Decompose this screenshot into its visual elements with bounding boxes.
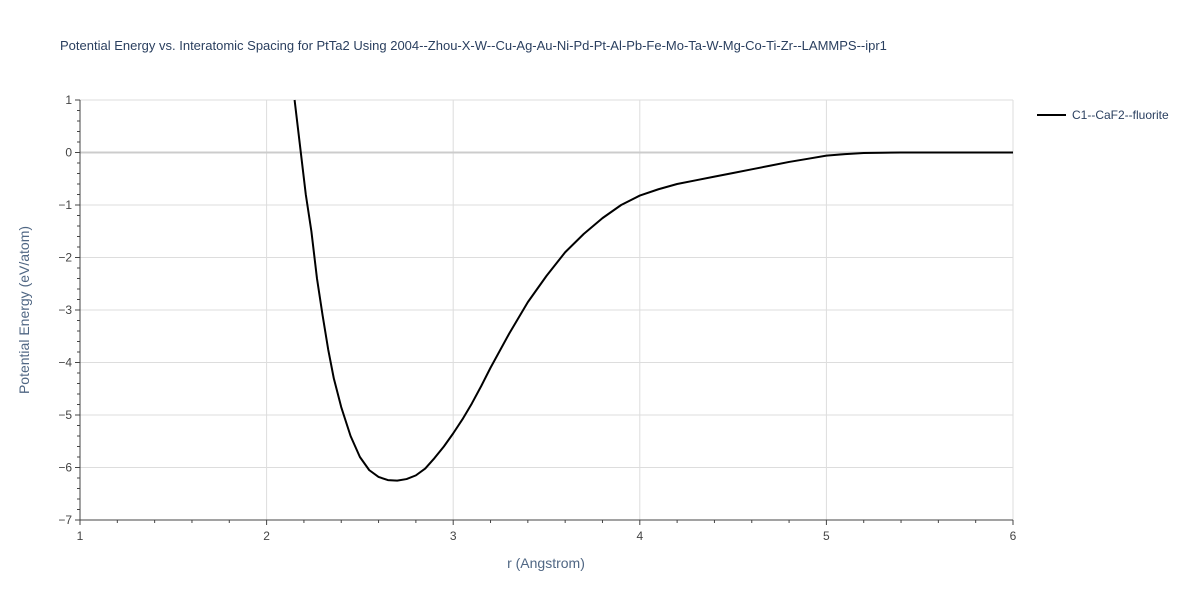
- y-tick-label: 1: [65, 93, 72, 107]
- y-tick-label: −6: [58, 461, 72, 475]
- x-tick-label: 1: [77, 529, 84, 543]
- y-axis-title: Potential Energy (eV/atom): [16, 226, 32, 394]
- y-tick-label: −7: [58, 513, 72, 527]
- legend[interactable]: C1--CaF2--fluorite: [1037, 108, 1169, 122]
- series-line: [293, 99, 1013, 482]
- y-tick-label: −4: [58, 356, 72, 370]
- y-tick-label: −2: [58, 251, 72, 265]
- y-tick-label: −3: [58, 303, 72, 317]
- x-tick-label: 2: [263, 529, 270, 543]
- axis-layer: 1 2 3 4 5 6 1 0 −1 −2 −3 −4 −5 −6 −7: [58, 93, 1016, 543]
- y-tick-label: −5: [58, 408, 72, 422]
- legend-label: C1--CaF2--fluorite: [1072, 108, 1169, 122]
- x-tick-label: 6: [1010, 529, 1017, 543]
- x-tick-label: 5: [823, 529, 830, 543]
- x-tick-label: 3: [450, 529, 457, 543]
- chart-title: Potential Energy vs. Interatomic Spacing…: [60, 38, 887, 53]
- x-tick-label: 4: [636, 529, 643, 543]
- grid-layer: [80, 99, 1014, 520]
- y-tick-label: −1: [58, 198, 72, 212]
- plot-layer: [293, 99, 1013, 482]
- y-tick-label: 0: [65, 146, 72, 160]
- x-axis-title: r (Angstrom): [507, 555, 585, 571]
